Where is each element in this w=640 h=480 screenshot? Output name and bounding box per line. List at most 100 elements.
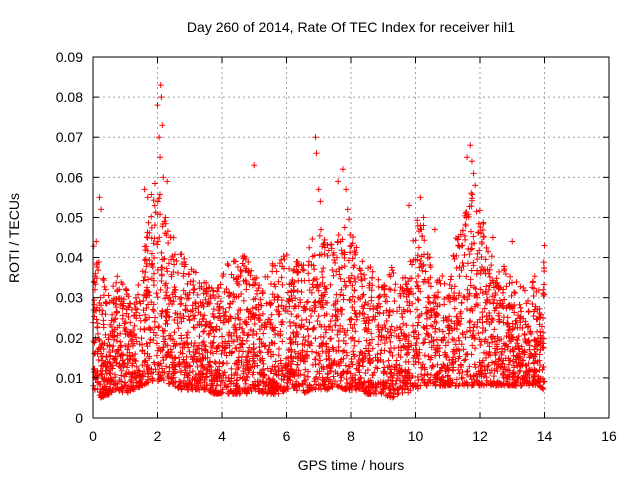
data-point: [416, 228, 423, 235]
data-point: [349, 375, 356, 382]
data-point: [157, 360, 164, 367]
data-point: [363, 317, 370, 324]
data-point: [491, 338, 498, 345]
data-point: [120, 302, 127, 309]
data-point: [153, 352, 160, 359]
data-point: [153, 340, 160, 347]
data-point: [420, 323, 427, 330]
data-point: [459, 242, 466, 249]
data-point: [470, 372, 477, 379]
data-point: [169, 253, 176, 260]
data-point: [191, 324, 198, 331]
data-point: [176, 361, 183, 368]
data-point: [367, 359, 374, 366]
data-point: [113, 308, 120, 315]
data-point: [179, 261, 186, 268]
data-point: [287, 370, 294, 377]
data-point: [512, 382, 519, 389]
data-point: [191, 377, 198, 384]
data-point: [369, 345, 376, 352]
data-point: [107, 386, 114, 393]
data-point: [410, 346, 417, 353]
data-point: [541, 242, 548, 249]
data-point: [476, 207, 483, 214]
data-point: [164, 349, 171, 356]
data-point: [194, 345, 201, 352]
data-point: [268, 311, 275, 318]
data-point: [240, 370, 247, 377]
data-point: [462, 356, 469, 363]
data-point: [488, 253, 495, 260]
data-point: [467, 246, 474, 253]
data-point: [157, 154, 164, 161]
data-point: [290, 339, 297, 346]
data-point: [298, 321, 305, 328]
data-point: [111, 336, 118, 343]
data-point: [300, 267, 307, 274]
data-point: [219, 377, 226, 384]
x-tick-label: 10: [408, 428, 424, 444]
data-point: [174, 314, 181, 321]
data-point: [531, 273, 538, 280]
data-point: [174, 320, 181, 327]
data-point: [484, 339, 491, 346]
data-point: [352, 328, 359, 335]
data-point: [140, 277, 147, 284]
data-point: [189, 307, 196, 314]
data-point: [253, 330, 260, 337]
data-point: [469, 342, 476, 349]
data-point: [419, 233, 426, 240]
data-point: [501, 363, 508, 370]
data-point: [147, 370, 154, 377]
data-point: [159, 264, 166, 271]
data-point: [177, 301, 184, 308]
data-point: [202, 343, 209, 350]
data-point: [247, 385, 254, 392]
data-point: [479, 226, 486, 233]
data-point: [228, 271, 235, 278]
data-point: [243, 337, 250, 344]
data-point: [432, 329, 439, 336]
data-point: [467, 318, 474, 325]
x-tick-label: 8: [347, 428, 355, 444]
data-point: [349, 233, 356, 240]
data-point: [386, 348, 393, 355]
data-point: [396, 377, 403, 384]
data-point: [257, 296, 264, 303]
data-point: [417, 257, 424, 264]
data-point: [308, 339, 315, 346]
data-point: [292, 295, 299, 302]
data-point: [280, 265, 287, 272]
data-point: [351, 262, 358, 269]
data-point: [461, 233, 468, 240]
data-point: [451, 283, 458, 290]
data-point: [488, 262, 495, 269]
data-point: [487, 382, 494, 389]
data-point: [323, 341, 330, 348]
data-point: [136, 380, 143, 387]
data-point: [155, 324, 162, 331]
data-point: [433, 319, 440, 326]
data-point: [332, 259, 339, 266]
data-point: [102, 331, 109, 338]
data-point: [489, 339, 496, 346]
data-point: [92, 281, 99, 288]
data-point: [322, 381, 329, 388]
data-point: [521, 373, 528, 380]
data-point: [130, 386, 137, 393]
data-point: [99, 375, 106, 382]
data-point: [269, 389, 276, 396]
data-point: [107, 352, 114, 359]
data-point: [467, 373, 474, 380]
data-point: [150, 307, 157, 314]
data-point: [332, 322, 339, 329]
data-point: [473, 290, 480, 297]
data-point: [228, 380, 235, 387]
data-point: [373, 305, 380, 312]
data-point: [420, 340, 427, 347]
data-point: [95, 346, 102, 353]
data-point: [366, 355, 373, 362]
data-point: [393, 333, 400, 340]
data-point: [334, 298, 341, 305]
